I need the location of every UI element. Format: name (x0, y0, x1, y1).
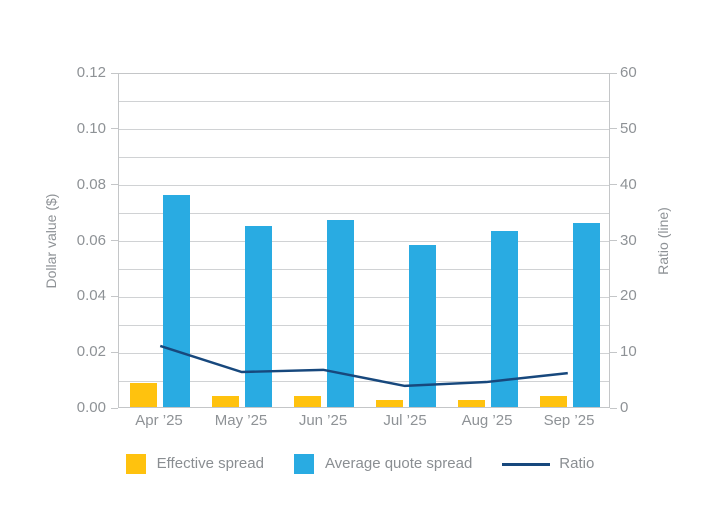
bar-average-quote-spread (491, 231, 518, 407)
right-tick (610, 72, 617, 74)
bar-average-quote-spread (245, 225, 272, 407)
legend-label: Ratio (559, 455, 595, 472)
bar-effective-spread (294, 395, 321, 407)
legend-square-swatch (293, 454, 314, 474)
x-axis-label: Aug ’25 (461, 412, 513, 429)
left-tick (111, 351, 118, 353)
left-tick (111, 72, 118, 74)
right-tick-label: 40 (620, 175, 637, 193)
right-tick (610, 184, 617, 186)
legend: Effective spread Average quote spread Rati… (0, 452, 720, 476)
bar-effective-spread (376, 400, 403, 407)
legend-item-average-quote-spread: Average quote spread (293, 454, 473, 474)
ratio-line (159, 344, 568, 388)
left-tick-label: 0.04 (76, 287, 106, 305)
right-tick-label: 30 (620, 231, 637, 249)
x-axis-label: Apr ’25 (135, 412, 183, 429)
left-tick (111, 128, 118, 130)
gridline (119, 157, 609, 159)
right-tick (610, 407, 617, 409)
bar-effective-spread (458, 400, 485, 407)
left-tick (111, 407, 118, 409)
legend-square-swatch (125, 454, 146, 474)
right-tick-label: 60 (620, 64, 637, 81)
right-tick (610, 351, 617, 353)
left-tick-label: 0.02 (76, 343, 106, 361)
legend-item-effective-spread: Effective spread (125, 454, 264, 474)
plot-area (118, 73, 610, 408)
left-tick-label: 0.12 (76, 64, 106, 81)
right-tick-label: 10 (620, 343, 637, 361)
left-tick-label: 0.06 (76, 231, 106, 249)
gridline (119, 324, 609, 326)
legend-line-swatch (502, 462, 551, 466)
bar-average-quote-spread (409, 245, 436, 407)
legend-label: Average quote spread (324, 455, 473, 472)
bar-average-quote-spread (573, 222, 600, 407)
left-tick-label: 0.10 (76, 119, 106, 137)
left-tick-label: 0.08 (76, 175, 106, 193)
gridline (119, 241, 609, 242)
right-tick (610, 240, 617, 241)
bar-effective-spread (130, 383, 157, 407)
x-axis-label: Jul ’25 (383, 412, 427, 429)
bar-average-quote-spread (163, 194, 190, 407)
left-tick (111, 184, 118, 186)
left-tick (111, 295, 118, 297)
x-axis-label: Sep ’25 (543, 412, 595, 429)
legend-item-ratio: Ratio (502, 454, 594, 474)
bar-effective-spread (540, 395, 567, 407)
x-axis-label: May ’25 (214, 412, 268, 429)
right-tick-label: 20 (620, 287, 637, 305)
gridline (119, 380, 609, 382)
gridline (119, 268, 609, 270)
right-tick-label: 50 (620, 119, 637, 137)
right-tick (610, 295, 617, 297)
gridline (119, 101, 609, 103)
gridline (119, 352, 609, 354)
gridline (119, 213, 609, 215)
right-tick (610, 128, 617, 130)
right-tick-label: 0 (620, 399, 629, 416)
x-axis-label: Jun ’25 (298, 412, 348, 429)
right-axis-title: Ratio (line) (655, 207, 671, 275)
left-tick-label: 0.00 (76, 399, 106, 416)
gridline (119, 129, 609, 131)
left-tick (111, 240, 118, 241)
bar-effective-spread (212, 395, 239, 407)
gridline (119, 185, 609, 187)
gridline (119, 296, 609, 298)
legend-label: Effective spread (156, 455, 264, 472)
